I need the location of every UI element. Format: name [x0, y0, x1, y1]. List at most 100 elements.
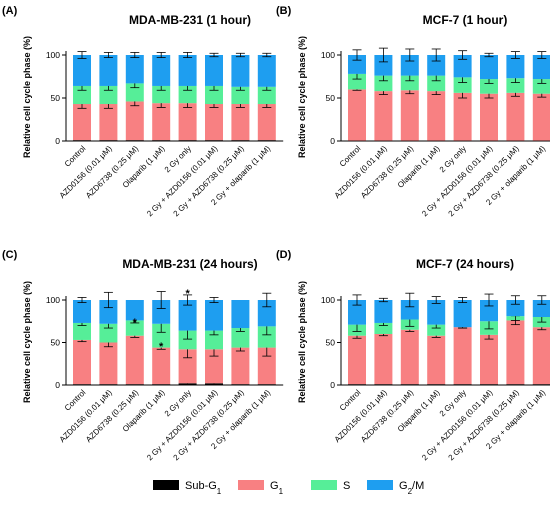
bar-segment: [480, 334, 498, 385]
bar-segment: [348, 73, 366, 90]
bar-segment: [427, 324, 446, 336]
bar-segment: [152, 323, 171, 348]
y-axis-label: Relative cell cycle phase (%): [297, 36, 307, 158]
bar-segment: [231, 55, 250, 87]
bar-segment: [205, 104, 223, 141]
bar-segment: [99, 300, 118, 324]
bar-segment: [480, 384, 498, 385]
x-tick-label: Control: [338, 144, 363, 169]
bar-segment: [73, 384, 91, 385]
panel-1: (B) MCF-7 (1 hour) Relative cell cycle pha…: [276, 5, 550, 218]
bar-segment: [152, 140, 171, 141]
bar-segment: [400, 300, 419, 320]
bar-segment: [453, 55, 472, 78]
bar-segment: [205, 140, 223, 141]
bar-segment: [231, 86, 250, 105]
bar-segment: [257, 347, 276, 385]
panel-title: MDA-MB-231 (24 hours): [122, 257, 257, 271]
bar-segment: [480, 93, 498, 141]
legend-swatch: [311, 480, 337, 490]
legend-label: S: [343, 480, 350, 492]
panel-letter: (B): [276, 5, 292, 17]
bar-segment: [400, 75, 419, 91]
bar-segment: [427, 75, 446, 92]
bar-segment: [400, 384, 419, 385]
legend-label: Sub-G1: [185, 480, 222, 496]
bar-segment: [152, 103, 171, 141]
bar-segment: [178, 330, 197, 350]
legend-item: Sub-G1: [153, 480, 222, 496]
bar-segment: [453, 327, 472, 385]
bar-segment: [453, 92, 472, 141]
bar-segment: [427, 55, 446, 76]
bar-segment: [374, 322, 393, 334]
y-tick-label: 50: [326, 93, 336, 103]
bar-segment: [99, 104, 118, 141]
significance-star: *: [133, 317, 138, 329]
bar-segment: [453, 77, 472, 93]
bar-segment: [205, 55, 223, 86]
bar-segment: [73, 300, 91, 323]
panel-letter: (C): [2, 249, 18, 261]
legend-swatch: [367, 480, 393, 490]
y-tick-label: 100: [321, 50, 335, 60]
panels: (A) MDA-MB-231 (1 hour) Relative cell cycl…: [2, 5, 550, 462]
y-tick-label: 100: [46, 295, 60, 305]
bar-segment: [257, 86, 276, 105]
bar-segment: [73, 322, 91, 340]
bar-segment: [257, 55, 276, 87]
bar-segment: [231, 104, 250, 141]
bar-segment: [99, 342, 118, 385]
panel-title: MDA-MB-231 (1 hour): [129, 13, 251, 27]
bar-segment: [205, 300, 223, 331]
bar-segment: [99, 55, 118, 86]
x-tick-label: Control: [63, 144, 88, 169]
bar-segment: [348, 300, 366, 325]
y-tick-label: 0: [330, 380, 335, 390]
bar-segment: [125, 300, 144, 321]
y-tick-label: 100: [46, 50, 60, 60]
bar-segment: [231, 347, 250, 385]
y-axis-label: Relative cell cycle phase (%): [22, 281, 32, 403]
legend-item: S: [311, 480, 350, 492]
bar-segment: [348, 89, 366, 141]
bar-segment: [125, 384, 144, 385]
bar-segment: [348, 384, 366, 385]
significance-star: *: [159, 341, 164, 353]
bar-segment: [453, 384, 472, 385]
bar-segment: [125, 320, 144, 336]
legend-swatch: [153, 480, 179, 490]
legend-item: G1: [238, 480, 284, 496]
y-tick-label: 0: [55, 136, 60, 146]
bar-segment: [506, 320, 525, 385]
bar-segment: [506, 55, 525, 79]
bar-segment: [231, 384, 250, 385]
bar-segment: [427, 384, 446, 385]
y-tick-label: 100: [321, 295, 335, 305]
legend-label: G1: [270, 480, 284, 496]
bar-segment: [532, 93, 550, 141]
bar-segment: [205, 349, 223, 384]
legend-swatch: [238, 480, 264, 490]
bar-segment: [257, 326, 276, 348]
x-tick-label: Control: [63, 388, 88, 413]
bar-segment: [400, 90, 419, 141]
legend-item: G2/M: [367, 480, 424, 496]
bar-segment: [178, 103, 197, 141]
y-axis-label: Relative cell cycle phase (%): [297, 281, 307, 403]
y-tick-label: 0: [55, 380, 60, 390]
bar-segment: [73, 140, 91, 141]
bar-segment: [99, 323, 118, 343]
bar-segment: [400, 329, 419, 385]
panel-0: (A) MDA-MB-231 (1 hour) Relative cell cycl…: [2, 5, 284, 218]
bar-segment: [205, 330, 223, 350]
y-tick-label: 50: [51, 338, 61, 348]
bar-segment: [374, 334, 393, 385]
bar-segment: [480, 55, 498, 80]
bar-segment: [480, 300, 498, 322]
bar-segment: [152, 55, 171, 86]
panel-letter: (A): [2, 5, 18, 17]
bar-segment: [152, 347, 171, 385]
bar-segment: [374, 384, 393, 385]
